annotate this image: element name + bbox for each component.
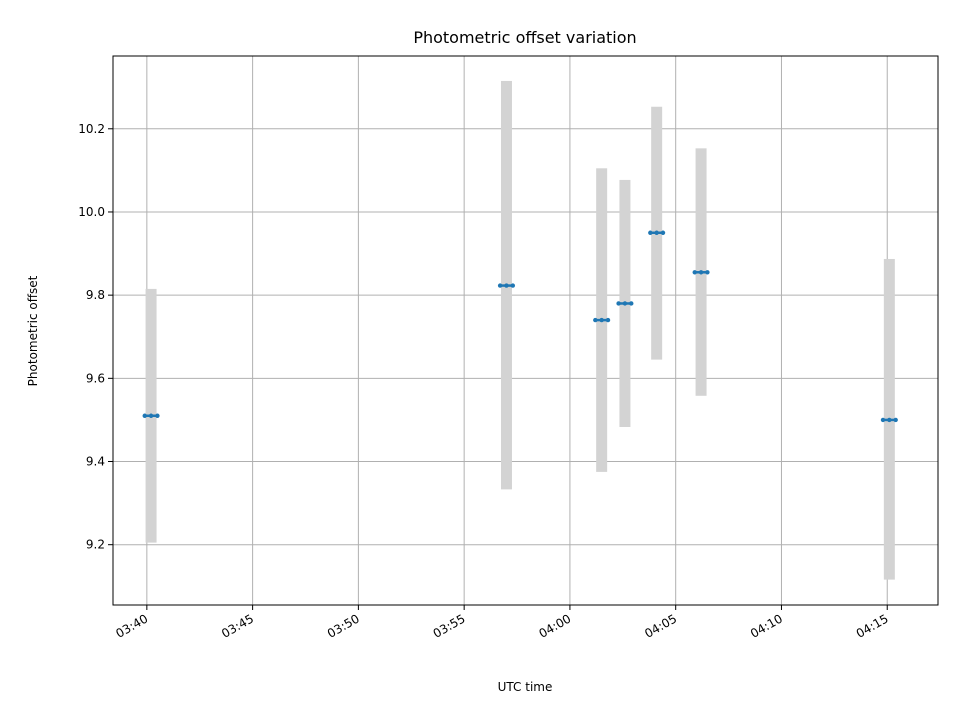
data-point [893, 417, 898, 423]
y-tick-label: 9.8 [86, 288, 105, 302]
data-point [698, 270, 704, 275]
data-point [692, 270, 697, 275]
data-point [148, 413, 154, 418]
data-point [599, 317, 604, 323]
data-point [887, 417, 892, 423]
data-point [155, 413, 160, 418]
y-axis-ticks: 9.2 9.4 9.6 9.8 10.0 10.2 [78, 122, 113, 552]
plot-frame [112, 55, 939, 606]
data-point [880, 417, 886, 423]
data-point [510, 283, 516, 288]
data-point [654, 230, 659, 235]
grid [113, 56, 938, 605]
data-point [660, 230, 666, 235]
y-tick-label: 10.0 [78, 205, 105, 219]
y-tick-label: 9.4 [86, 455, 105, 469]
data-point [705, 270, 710, 275]
data-markers [142, 230, 898, 423]
data-point [629, 301, 634, 306]
y-tick-label: 9.2 [86, 538, 105, 552]
data-point [648, 230, 653, 235]
data-point [622, 301, 628, 306]
chart-title: Photometric offset variation [413, 28, 636, 47]
data-point [142, 413, 147, 418]
y-axis-label: Photometric offset [26, 275, 40, 386]
x-axis-label: UTC time [498, 680, 553, 694]
data-point [504, 283, 509, 288]
y-tick-label: 9.6 [86, 371, 105, 385]
data-point [605, 317, 611, 323]
data-point [593, 317, 598, 323]
data-point [497, 283, 503, 288]
data-point [616, 301, 621, 306]
y-tick-label: 10.2 [78, 122, 105, 136]
